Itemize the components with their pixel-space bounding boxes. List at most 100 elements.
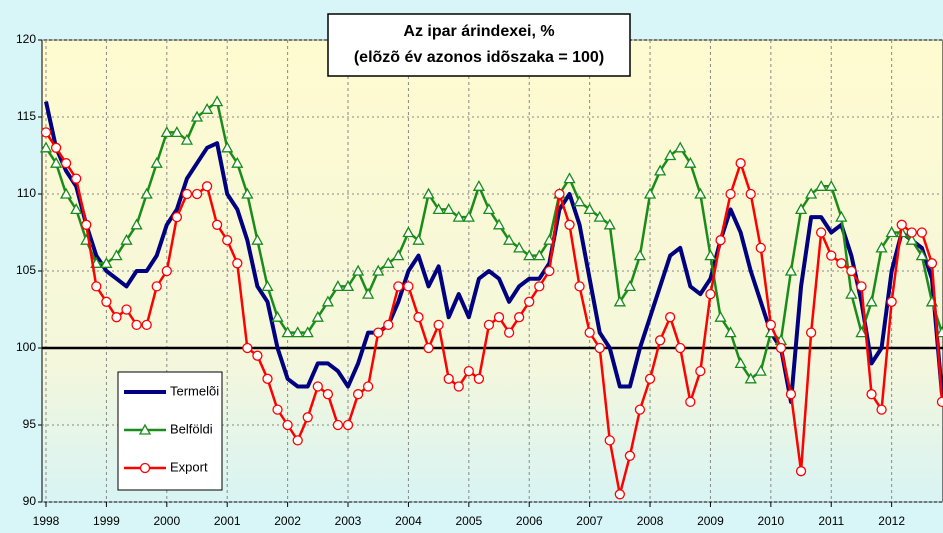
marker: [886, 296, 897, 307]
y-tick-label: 105: [16, 263, 36, 277]
marker: [935, 326, 943, 338]
marker: [543, 233, 556, 245]
marker: [674, 141, 687, 153]
marker: [633, 249, 647, 261]
x-tick-label: 2000: [153, 514, 180, 528]
marker: [281, 326, 294, 338]
marker: [534, 281, 545, 292]
marker: [483, 319, 495, 331]
marker: [644, 373, 656, 384]
marker: [433, 319, 444, 331]
marker: [49, 156, 63, 168]
marker: [272, 404, 283, 415]
marker: [241, 187, 254, 199]
chart-subtitle: (elõzõ év azonos idõszaka = 100): [354, 49, 604, 66]
marker: [472, 179, 486, 191]
marker: [916, 227, 928, 238]
marker: [231, 156, 244, 168]
marker: [50, 142, 62, 153]
series-line: [44, 101, 943, 404]
marker: [603, 218, 616, 230]
marker: [613, 295, 626, 307]
marker: [936, 396, 943, 408]
marker: [524, 296, 535, 307]
marker: [665, 312, 676, 323]
marker: [161, 265, 172, 277]
marker: [211, 95, 224, 107]
marker: [138, 423, 152, 435]
marker: [180, 133, 194, 145]
marker: [372, 264, 385, 276]
marker: [745, 188, 756, 200]
legend-label: Belföldi: [170, 421, 213, 436]
marker: [735, 158, 746, 169]
marker: [70, 203, 83, 215]
marker: [91, 281, 102, 292]
y-tick-label: 110: [17, 186, 36, 200]
marker: [906, 227, 917, 238]
marker: [121, 304, 132, 315]
marker: [312, 381, 323, 392]
marker: [876, 404, 887, 415]
marker: [816, 227, 827, 238]
marker: [453, 381, 464, 392]
marker: [503, 327, 515, 338]
marker: [482, 203, 496, 215]
x-tick-label: 2012: [878, 514, 905, 528]
marker: [373, 327, 384, 338]
x-tick-label: 1999: [93, 514, 120, 528]
marker: [784, 264, 798, 276]
marker: [705, 288, 716, 300]
marker: [493, 312, 505, 323]
marker: [71, 173, 82, 184]
y-tick-label: 90: [23, 494, 37, 508]
marker: [714, 310, 727, 322]
marker: [211, 219, 223, 230]
marker: [826, 250, 837, 261]
marker: [131, 319, 142, 331]
marker: [734, 357, 747, 369]
marker: [442, 203, 455, 215]
marker: [513, 312, 525, 323]
marker: [715, 235, 726, 246]
marker: [140, 187, 153, 199]
marker: [554, 188, 565, 200]
marker: [462, 210, 475, 222]
marker: [523, 249, 536, 261]
x-tick-label: 2011: [818, 514, 844, 528]
x-tick-label: 2008: [637, 514, 664, 528]
x-tick-label: 2010: [757, 514, 784, 528]
x-tick-label: 2005: [455, 514, 482, 528]
marker: [151, 281, 162, 292]
marker: [855, 326, 868, 338]
marker: [684, 156, 697, 168]
marker: [190, 110, 204, 122]
marker: [110, 249, 123, 261]
marker: [262, 373, 273, 384]
x-tick-label: 2004: [395, 514, 422, 528]
marker: [302, 412, 313, 423]
y-tick-label: 115: [17, 109, 36, 123]
marker: [765, 319, 776, 331]
marker: [332, 419, 344, 431]
marker: [805, 327, 817, 338]
marker: [835, 210, 848, 222]
chart-title: Az ipar árindexei, %: [403, 23, 554, 40]
marker: [232, 258, 243, 269]
marker: [60, 187, 73, 199]
marker: [291, 326, 304, 338]
marker: [754, 364, 767, 376]
marker: [593, 210, 606, 222]
marker: [362, 381, 374, 392]
marker: [282, 419, 293, 431]
marker: [139, 462, 151, 474]
marker: [463, 365, 474, 377]
marker: [171, 211, 183, 223]
y-tick-label: 95: [23, 417, 37, 431]
marker: [261, 280, 274, 292]
marker: [704, 249, 717, 261]
marker: [563, 172, 576, 184]
marker: [423, 342, 434, 354]
marker: [513, 241, 526, 253]
